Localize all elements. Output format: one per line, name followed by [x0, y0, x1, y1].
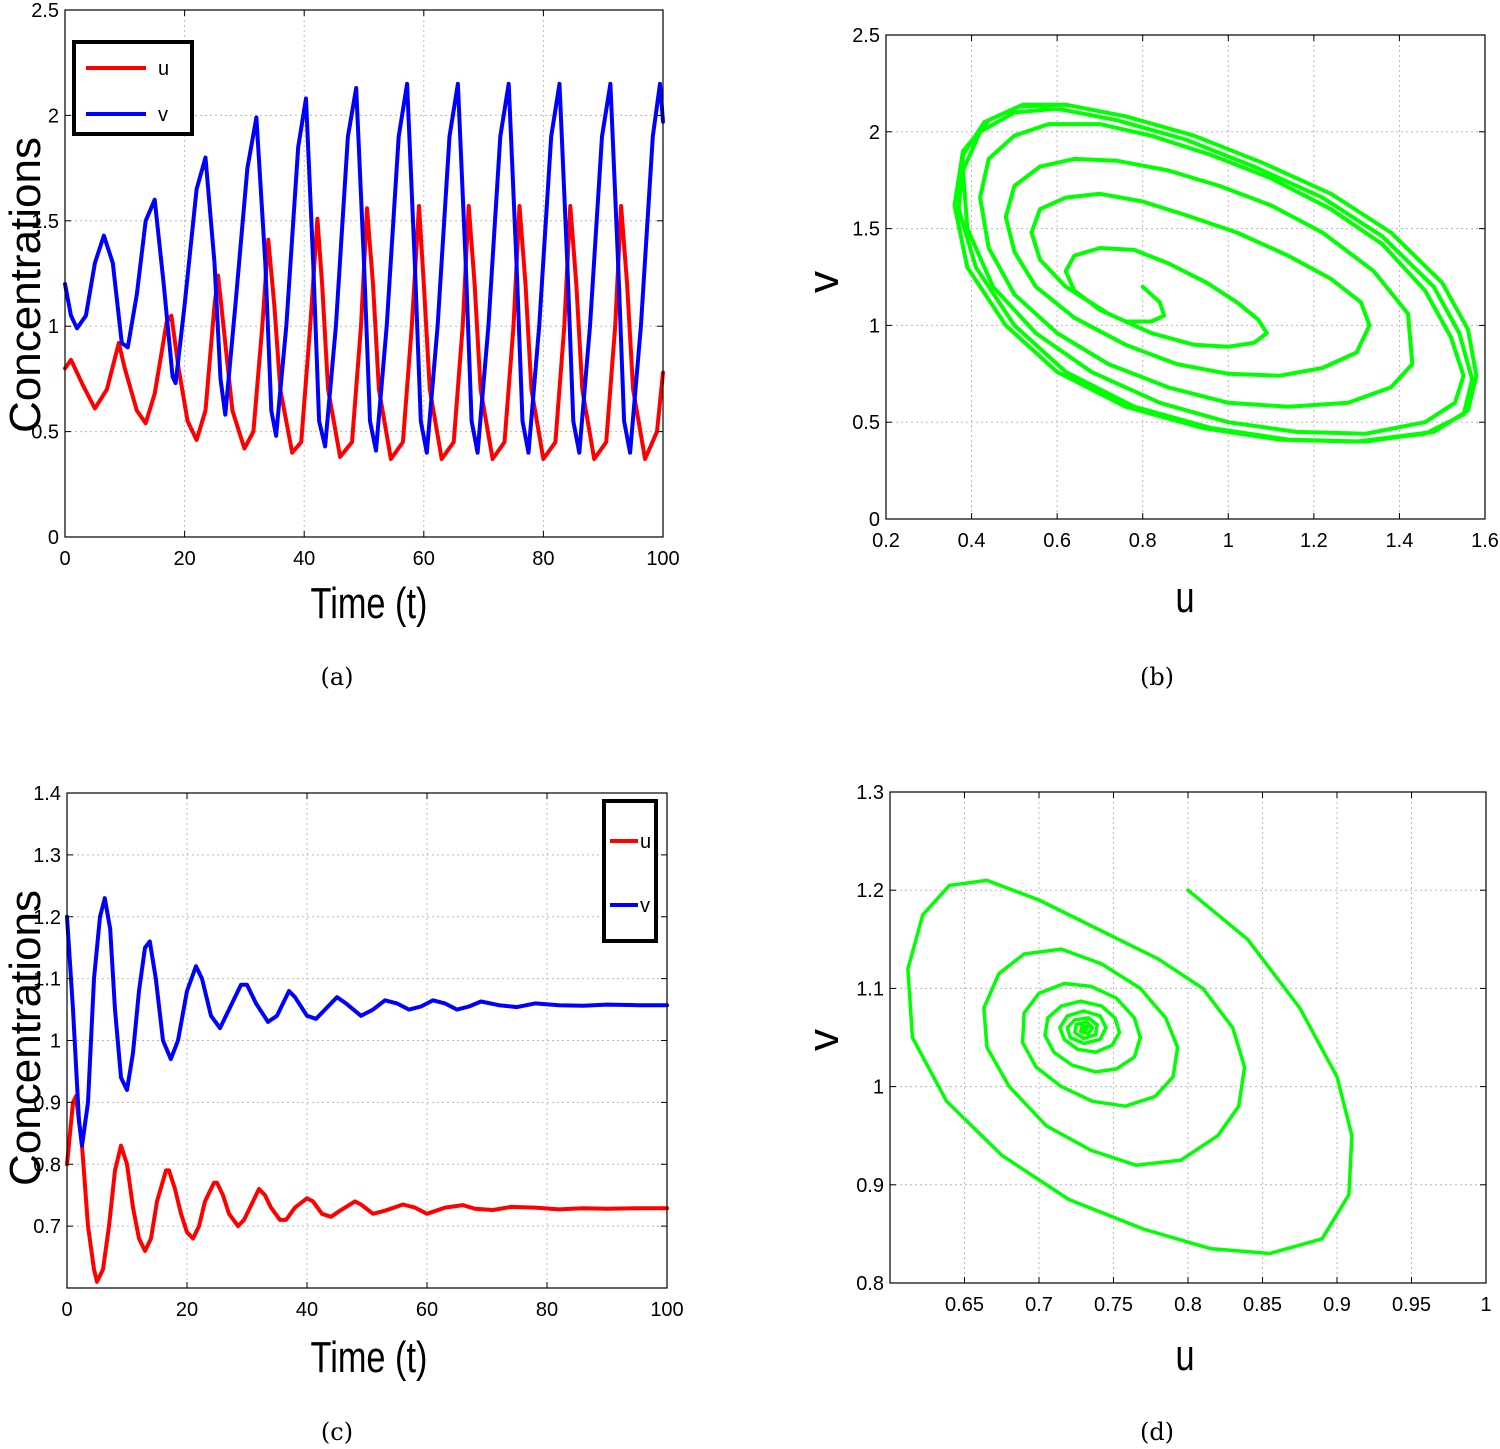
panel-b-y-axis-label: v: [799, 271, 848, 293]
panel-c-y-axis-label: Concentrations: [1, 890, 50, 1186]
panel-d-x-tick-label-0.8: 0.8: [1174, 1294, 1202, 1316]
panel-d-x-tick-label-0.95: 0.95: [1392, 1294, 1431, 1316]
panel-c-caption: (c): [321, 1418, 353, 1446]
panel-b-caption: (b): [1140, 663, 1174, 691]
panel-c-y-tick-label-0.8: 0.8: [33, 1154, 61, 1176]
panel-b-y-tick-label-0.5: 0.5: [852, 412, 880, 434]
panel-a-series: [63, 81, 665, 461]
panel-c-series: [65, 896, 669, 1284]
panel-b-y-tick-label-0: 0: [869, 509, 880, 531]
panel-a-legend: u v: [72, 40, 194, 136]
panel-c-x-tick-label-100: 100: [650, 1299, 683, 1321]
panel-c-legend: u v: [602, 799, 658, 943]
panel-a-y-tick-label-2.5: 2.5: [31, 0, 59, 22]
panel-b-x-tick-label-1: 1: [1223, 530, 1234, 552]
panel-a-caption: (a): [320, 663, 353, 691]
panel-c-legend-box: [602, 799, 658, 943]
panel-d-grid: [890, 792, 1486, 1283]
panel-a-legend-label-v: v: [158, 104, 168, 126]
panel-a-plot-frame: [64, 9, 664, 538]
panel-d-x-tick-label-0.9: 0.9: [1323, 1294, 1351, 1316]
panel-a: 0 20 40 60 80 100 0 0.5 1 1.5 2 2.5 Time (t) Concen…: [1, 0, 680, 691]
panel-c-series-u-line: [65, 1094, 669, 1284]
panel-d-y-tick-label-0.8: 0.8: [856, 1273, 884, 1295]
panel-d-series: [906, 878, 1354, 1256]
panel-c-legend-label-u: u: [640, 831, 651, 853]
panel-c-legend-label-v: v: [640, 895, 650, 917]
panel-d-series-trajectory-line: [906, 878, 1354, 1256]
panel-d-x-tick-label-0.7: 0.7: [1025, 1294, 1053, 1316]
panel-c-x-tick-label-40: 40: [296, 1299, 318, 1321]
panel-d-x-tick-label-0.65: 0.65: [945, 1294, 984, 1316]
panel-b-x-tick-label-0.2: 0.2: [872, 530, 900, 552]
panel-d-y-tick-label-1: 1: [873, 1077, 884, 1099]
panel-b-y-tick-label-1: 1: [869, 315, 880, 337]
panel-a-x-tick-label-80: 80: [532, 548, 554, 570]
panel-a-y-tick-label-0: 0: [48, 527, 59, 549]
panel-d-y-axis-label: v: [799, 1029, 848, 1051]
panel-d-x-tick-label-0.85: 0.85: [1243, 1294, 1282, 1316]
panel-a-y-tick-label-2: 2: [48, 105, 59, 127]
panel-c-ticks: 0 20 40 60 80 100 0.7 0.8 0.9 1 1.1 1.2 1.3 1.4: [33, 783, 684, 1321]
panel-d: 0.65 0.7 0.75 0.8 0.85 0.9 0.95 1 0.8 0.9 1 1.1 1.2 1…: [799, 782, 1492, 1446]
panel-b-y-tick-label-2.5: 2.5: [852, 25, 880, 47]
panel-a-y-tick-label-0.5: 0.5: [31, 422, 59, 444]
panel-a-ticks: 0 20 40 60 80 100 0 0.5 1 1.5 2 2.5: [31, 0, 680, 570]
panel-d-y-tick-label-0.9: 0.9: [856, 1175, 884, 1197]
panel-a-y-axis-label: Concentrations: [1, 137, 50, 433]
panel-b-x-tick-label-1.4: 1.4: [1386, 530, 1414, 552]
panel-c-x-tick-label-80: 80: [536, 1299, 558, 1321]
panel-d-x-tick-label-1: 1: [1480, 1294, 1491, 1316]
panel-a-y-tick-label-1: 1: [48, 316, 59, 338]
panel-d-y-tick-label-1.3: 1.3: [856, 782, 884, 804]
panel-a-y-tick-label-1.5: 1.5: [31, 211, 59, 233]
panel-c-x-tick-label-0: 0: [61, 1299, 72, 1321]
panel-b-x-tick-label-0.8: 0.8: [1129, 530, 1157, 552]
panel-b-x-tick-label-1.6: 1.6: [1471, 530, 1499, 552]
panel-b-plot-frame: [885, 34, 1486, 520]
panel-c-y-tick-label-1.4: 1.4: [33, 783, 61, 805]
panel-c-y-tick-label-0.9: 0.9: [33, 1092, 61, 1114]
panel-b-series-trajectory-line: [952, 102, 1479, 444]
panel-c-x-axis-label: Time (t): [311, 1333, 428, 1382]
panel-a-x-tick-label-60: 60: [413, 548, 435, 570]
panel-c-y-tick-label-1.2: 1.2: [33, 907, 61, 929]
panel-a-series-v-line: [63, 81, 665, 455]
panel-a-legend-box: [72, 40, 194, 136]
panel-d-y-tick-label-1.2: 1.2: [856, 880, 884, 902]
panel-b-x-tick-label-0.6: 0.6: [1043, 530, 1071, 552]
panel-c-y-tick-label-1.3: 1.3: [33, 845, 61, 867]
panel-c: 0 20 40 60 80 100 0.7 0.8 0.9 1 1.1 1.2 1.3 1.4 Time …: [1, 783, 684, 1446]
panel-b-x-tick-label-0.4: 0.4: [958, 530, 986, 552]
panel-b-x-axis-label: u: [1175, 573, 1194, 622]
panel-d-ticks: 0.65 0.7 0.75 0.8 0.85 0.9 0.95 1 0.8 0.9 1 1.1 1.2 1…: [856, 782, 1491, 1316]
panel-c-y-tick-label-0.7: 0.7: [33, 1216, 61, 1238]
panel-b-y-tick-label-1.5: 1.5: [852, 219, 880, 241]
panel-b: 0.2 0.4 0.6 0.8 1 1.2 1.4 1.6 0 0.5 1 1.5 2 2.5 u v (…: [799, 25, 1499, 691]
panel-c-x-tick-label-20: 20: [176, 1299, 198, 1321]
panel-b-y-tick-label-2: 2: [869, 122, 880, 144]
panel-c-series-v-line: [65, 896, 669, 1148]
panel-d-x-axis-label: u: [1175, 1331, 1194, 1380]
panel-b-x-tick-label-1.2: 1.2: [1300, 530, 1328, 552]
panel-c-x-tick-label-60: 60: [416, 1299, 438, 1321]
panel-a-x-tick-label-20: 20: [173, 548, 195, 570]
panel-a-x-axis-label: Time (t): [311, 579, 428, 628]
panel-d-x-tick-label-0.75: 0.75: [1094, 1294, 1133, 1316]
panel-d-caption: (d): [1140, 1418, 1174, 1446]
panel-a-x-tick-label-0: 0: [59, 548, 70, 570]
panel-d-y-tick-label-1.1: 1.1: [856, 978, 884, 1000]
panel-a-x-tick-label-40: 40: [293, 548, 315, 570]
panel-a-x-tick-label-100: 100: [646, 548, 679, 570]
panel-c-y-tick-label-1.1: 1.1: [33, 969, 61, 991]
panel-b-series: [952, 102, 1479, 444]
panel-c-y-tick-label-1: 1: [50, 1031, 61, 1053]
panel-c-grid: [67, 793, 667, 1288]
panel-b-ticks: 0.2 0.4 0.6 0.8 1 1.2 1.4 1.6 0 0.5 1 1.5 2 2.5: [852, 25, 1499, 552]
panel-a-legend-label-u: u: [158, 58, 169, 80]
